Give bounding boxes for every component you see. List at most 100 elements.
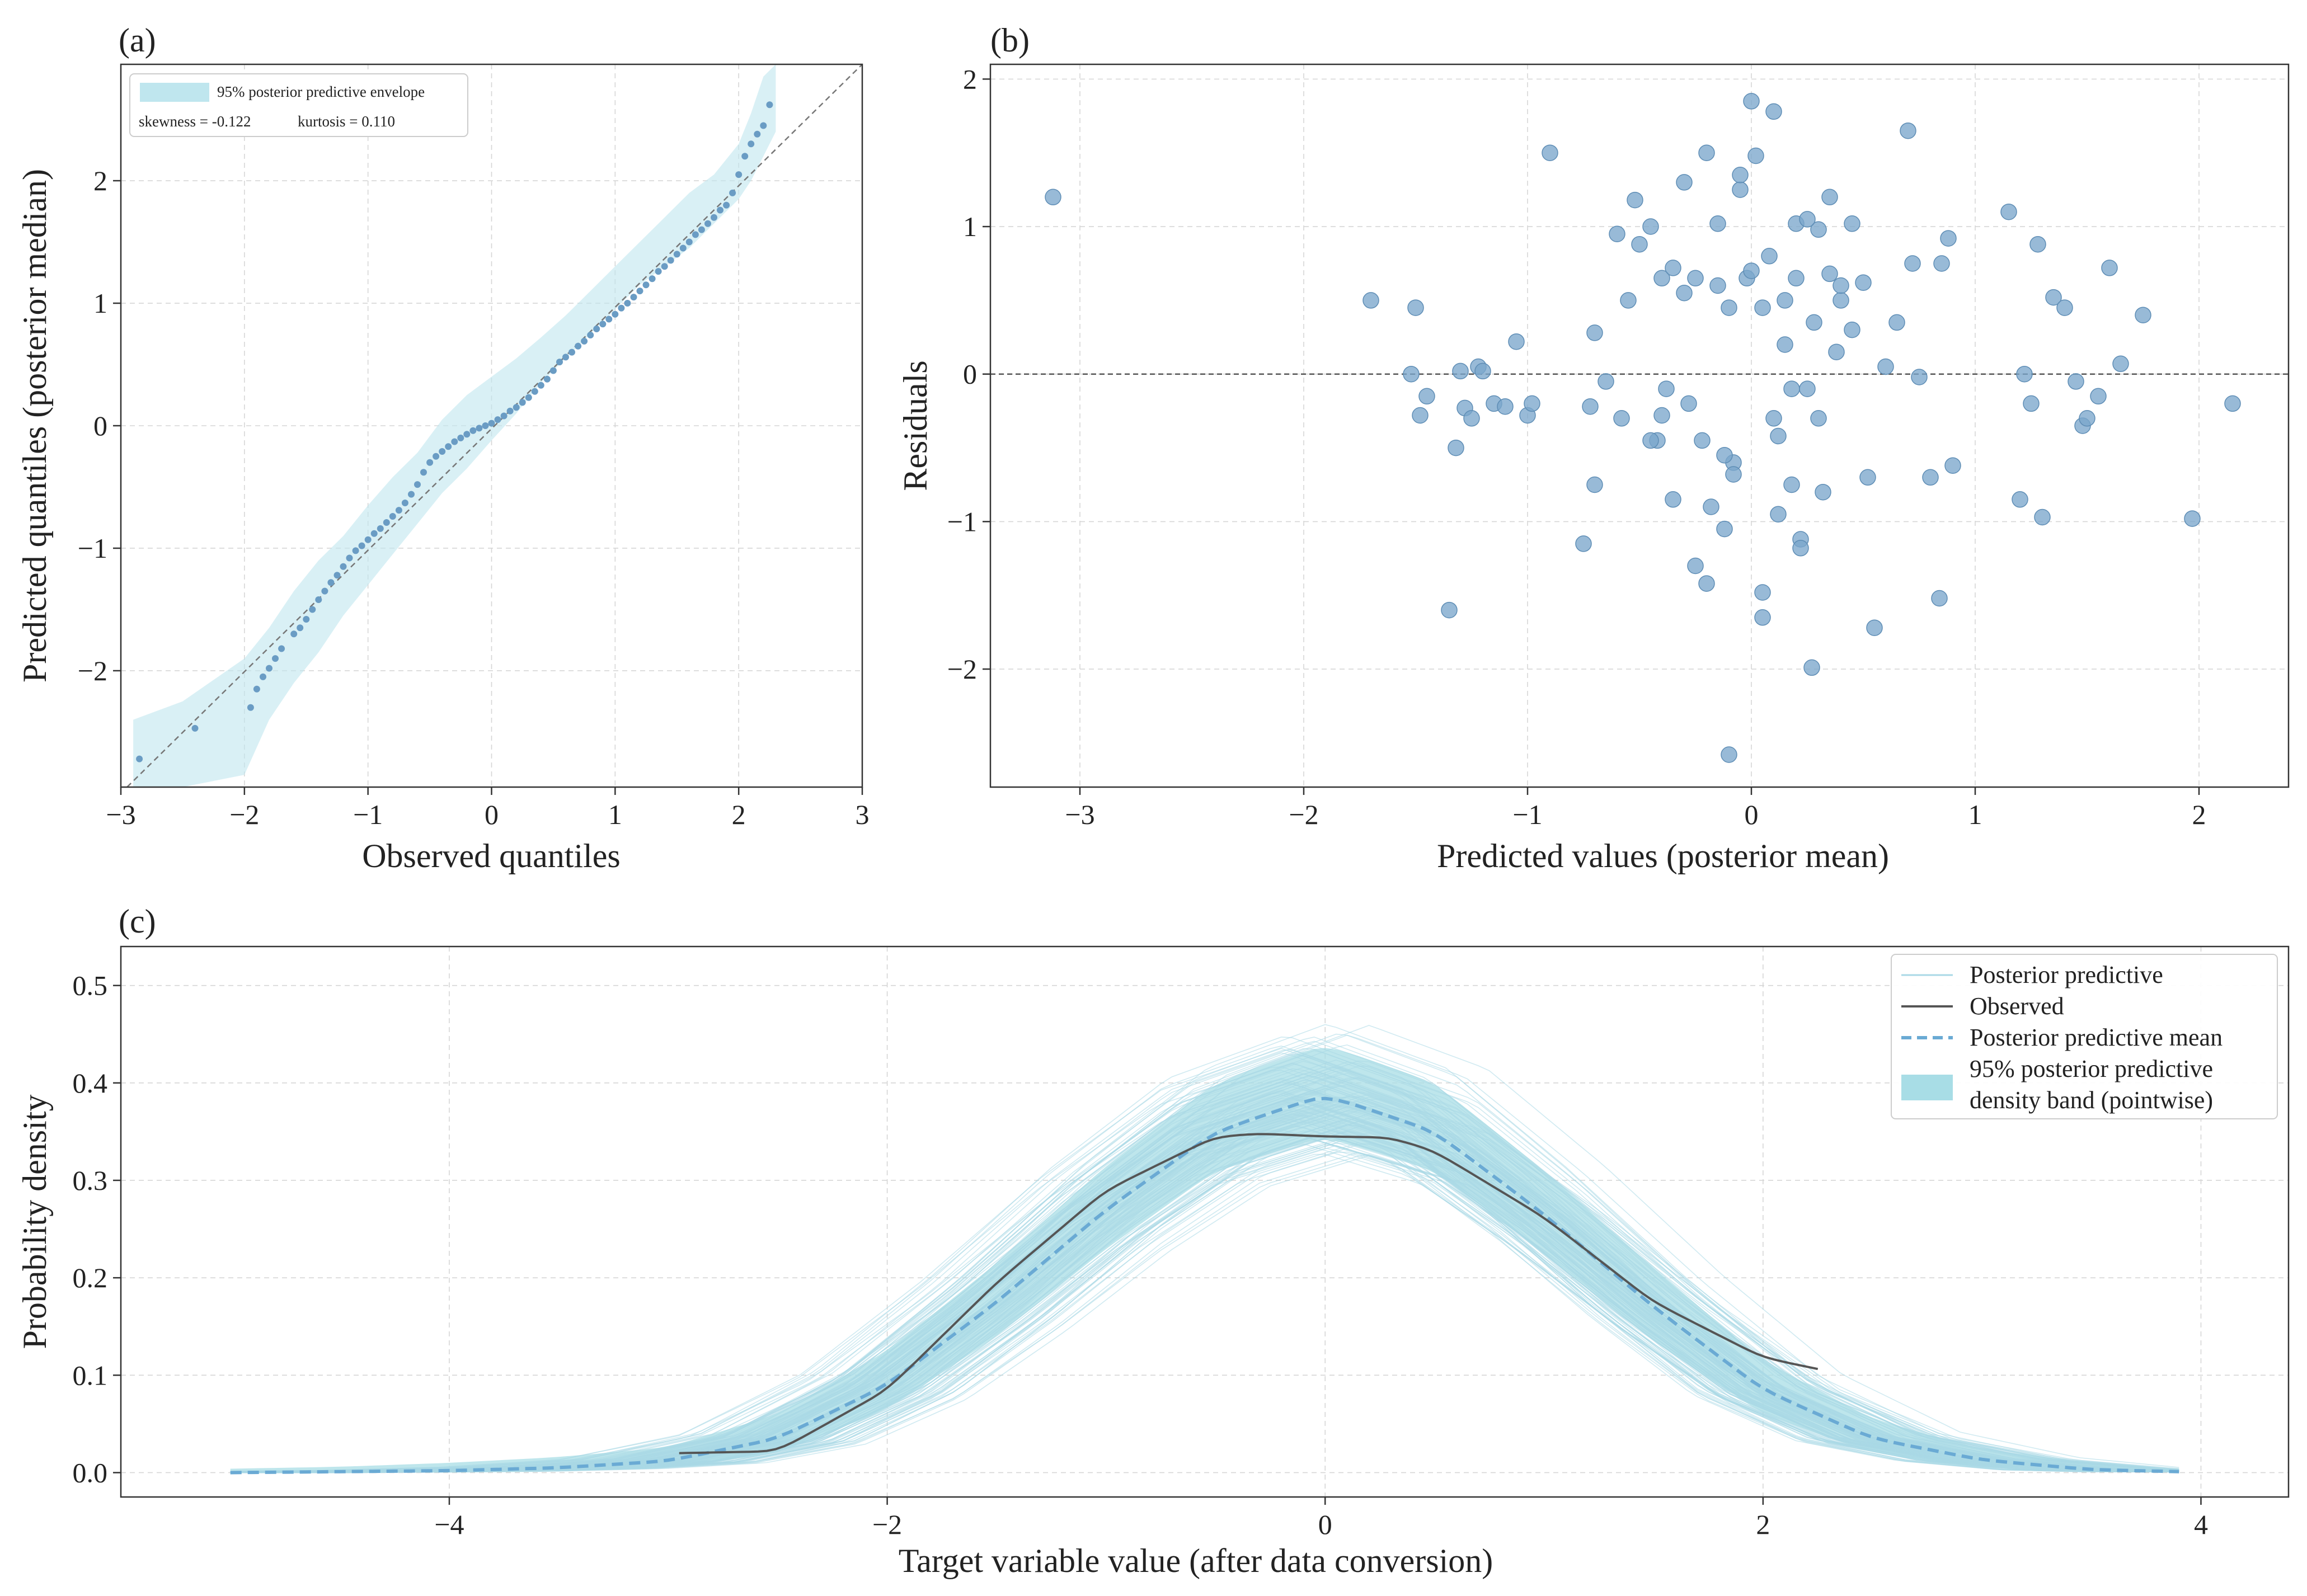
panel-b-point bbox=[1777, 292, 1793, 309]
panel-c-ticks: −4 −2 0 2 4 0.0 0.1 0.2 0.3 0.4 0.5 bbox=[73, 970, 2208, 1540]
panel-c-ytick-label-3: 0.3 bbox=[73, 1165, 108, 1196]
panel-a-point bbox=[723, 201, 730, 209]
panel-a-point bbox=[433, 453, 440, 460]
panel-b-point bbox=[2090, 388, 2107, 405]
panel-a-point bbox=[272, 655, 279, 662]
panel-b-point bbox=[1911, 369, 1928, 385]
panel-b-point bbox=[1770, 506, 1787, 522]
panel-a-point bbox=[315, 596, 322, 603]
panel-a-point bbox=[278, 645, 285, 652]
panel-b-grid bbox=[990, 64, 2289, 787]
panel-b-point bbox=[1586, 476, 1603, 493]
panel-b-point bbox=[2034, 509, 2051, 526]
panel-b-point bbox=[1761, 248, 1778, 265]
panel-a-point bbox=[426, 459, 434, 466]
panel-b-xtick-label-1: −2 bbox=[1289, 799, 1318, 830]
panel-b-point bbox=[1586, 324, 1603, 341]
panel-c: (c) −4 −2 0 2 4 0.0 0.1 0.2 0.3 0.4 0.5 Target var… bbox=[16, 903, 2290, 1579]
panel-b-xtick-label-2: −1 bbox=[1512, 799, 1542, 830]
panel-a-point bbox=[556, 359, 563, 366]
panel-b-point bbox=[1788, 270, 1805, 287]
panel-b-point bbox=[1407, 299, 1424, 316]
panel-b-point bbox=[1803, 659, 1820, 676]
panel-a-point bbox=[685, 238, 693, 246]
panel-a-point bbox=[618, 304, 625, 312]
panel-b-point bbox=[1716, 520, 1733, 538]
panel-a-point bbox=[297, 624, 304, 632]
panel-c-observed-line bbox=[679, 1133, 1819, 1454]
panel-b-point bbox=[2056, 299, 2073, 316]
panel-a-xtick-label-3: 0 bbox=[485, 799, 499, 830]
panel-c-draw bbox=[230, 1077, 2179, 1473]
panel-b-xtick-label-0: −3 bbox=[1065, 799, 1094, 830]
panel-c-draw bbox=[230, 1073, 2179, 1473]
panel-c-ytick-label-5: 0.5 bbox=[73, 970, 108, 1001]
panel-a-point bbox=[408, 491, 415, 498]
panel-b-point bbox=[1940, 230, 1957, 247]
panel-b-point bbox=[1783, 476, 1800, 493]
panel-c-legend-band-swatch bbox=[1901, 1075, 1953, 1100]
panel-a-point bbox=[377, 525, 384, 532]
panel-a-xtick-label-6: 3 bbox=[856, 799, 870, 830]
panel-a-point bbox=[482, 422, 489, 429]
panel-b-point bbox=[2112, 355, 2129, 373]
panel-c-mean-line bbox=[230, 1096, 2179, 1475]
panel-b-point bbox=[1855, 274, 1872, 291]
panel-c-ytick-label-0: 0.0 bbox=[73, 1457, 108, 1488]
panel-c-draw bbox=[230, 1119, 2179, 1473]
panel-b-point bbox=[1597, 373, 1614, 390]
panel-a-point bbox=[729, 189, 736, 196]
panel-b-point bbox=[1582, 398, 1599, 415]
panel-b-point bbox=[1412, 407, 1429, 424]
panel-c-xtick-label-1: −2 bbox=[872, 1509, 902, 1540]
panel-a-point bbox=[754, 130, 761, 138]
panel-c-legend: Posterior predictive Observed Posterior … bbox=[1891, 954, 2278, 1119]
panel-a-ytick-label-2: 0 bbox=[93, 410, 107, 441]
panel-a-point bbox=[340, 563, 347, 570]
panel-c-draw bbox=[230, 1113, 2179, 1473]
panel-b-point bbox=[1676, 284, 1693, 302]
panel-a-point bbox=[562, 354, 569, 361]
panel-b-point bbox=[1403, 365, 1420, 383]
panel-a-point bbox=[587, 332, 594, 338]
panel-b-point bbox=[1810, 221, 1827, 238]
panel-a-point bbox=[290, 630, 298, 638]
panel-a-point bbox=[717, 206, 723, 214]
panel-b-point bbox=[1821, 265, 1838, 283]
panel-b-point bbox=[1933, 255, 1950, 272]
panel-b-point bbox=[1542, 144, 1558, 161]
panel-a-point bbox=[568, 349, 575, 356]
panel-a-ytick-label-1: −1 bbox=[78, 533, 107, 564]
panel-a-point bbox=[352, 547, 359, 554]
panel-a-point bbox=[253, 685, 260, 693]
panel-a-point bbox=[766, 101, 773, 109]
panel-a-point bbox=[309, 606, 316, 613]
panel-b-point bbox=[2023, 395, 2040, 412]
panel-c-legend-box bbox=[1891, 954, 2278, 1119]
panel-b-point bbox=[1944, 457, 1961, 474]
panel-a-legend-envelope-label: 95% posterior predictive envelope bbox=[217, 83, 425, 100]
panel-b-point bbox=[1732, 181, 1749, 198]
panel-a-point bbox=[525, 394, 532, 401]
panel-a-point bbox=[389, 513, 396, 520]
panel-a-point bbox=[457, 434, 464, 441]
panel-b-point bbox=[1732, 167, 1749, 183]
panel-b-point bbox=[1680, 395, 1697, 412]
panel-b-point bbox=[1888, 314, 1905, 331]
panel-b-point bbox=[1799, 211, 1816, 228]
panel-b-point bbox=[1687, 557, 1704, 575]
panel-a-point bbox=[655, 268, 662, 275]
panel-a-point bbox=[642, 281, 650, 289]
panel-a-point bbox=[649, 275, 656, 283]
panel-b-point bbox=[2029, 236, 2046, 253]
panel-b-point bbox=[1777, 336, 1793, 353]
panel-a-point bbox=[445, 443, 452, 450]
panel-a-point bbox=[711, 214, 717, 221]
panel-b-point bbox=[2016, 365, 2033, 383]
panel-a-point bbox=[383, 519, 390, 526]
panel-b-point bbox=[1441, 601, 1458, 619]
panel-c-ytick-label-4: 0.4 bbox=[73, 1067, 108, 1099]
panel-b-xtick-label-4: 1 bbox=[1968, 799, 1982, 830]
panel-a-legend-box bbox=[129, 73, 468, 137]
panel-b-ytick-label-3: 1 bbox=[963, 211, 977, 242]
